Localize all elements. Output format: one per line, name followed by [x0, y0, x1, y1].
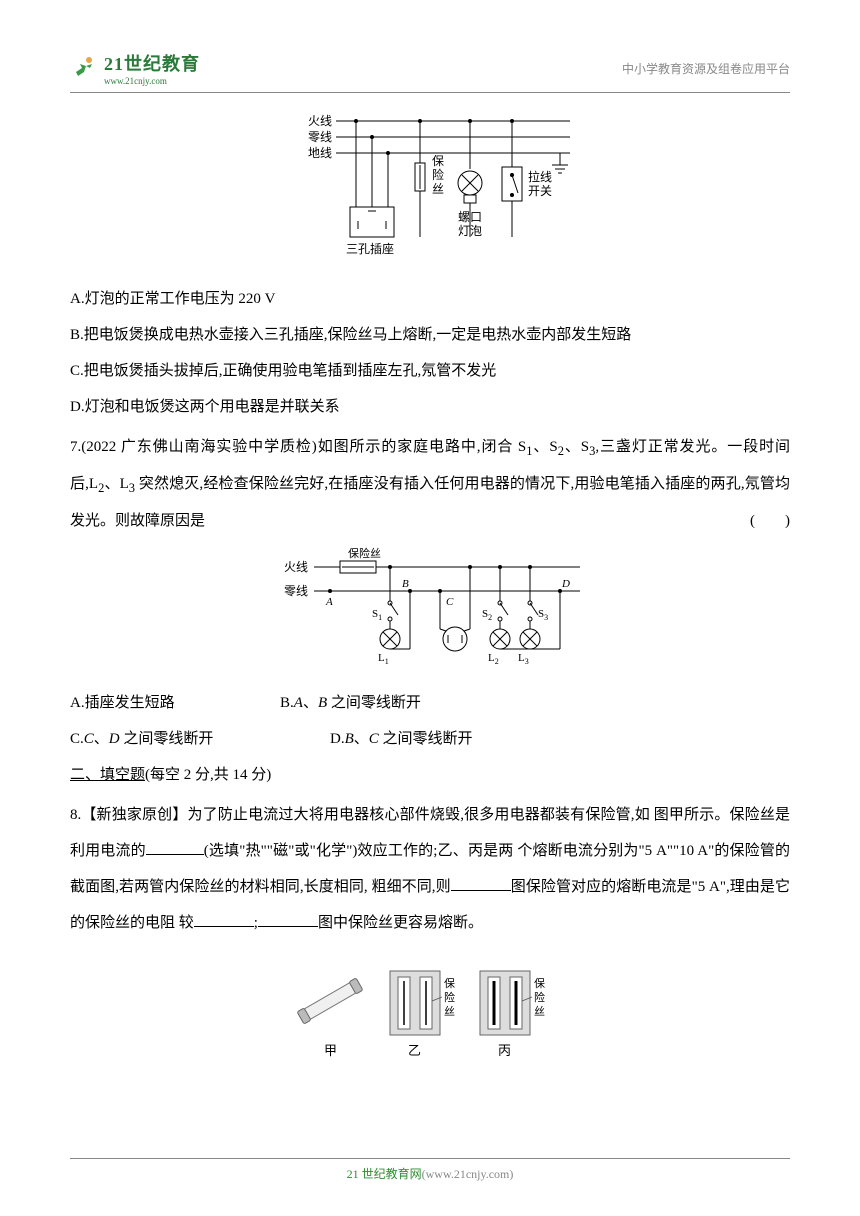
diagram-1: 火线 零线 地线 三孔插座 [70, 111, 790, 275]
content-area: 火线 零线 地线 三孔插座 [70, 111, 790, 1085]
logo-title: 21世纪教育 [104, 54, 200, 74]
d1-bulb-label-2: 灯泡 [458, 224, 482, 238]
q8-line-5a: 较 [179, 915, 194, 931]
q8-line-4a: 粗细不同,则 [372, 879, 451, 895]
q7-text: 7.(2022 广东佛山南海实验中学质检)如图所示的家庭电路中,闭合 S1、S2… [70, 429, 790, 539]
q8-text: 8.【新独家原创】为了防止电流过大将用电器核心部件烧毁,很多用电器都装有保险管,… [70, 797, 790, 941]
q7-option-c: C.C、D 之间零线断开 [70, 721, 280, 757]
d3-fuse-label-yi-2: 险 [444, 990, 455, 1004]
page-header: 21世纪教育 www.21cnjy.com 中小学教育资源及组卷应用平台 [70, 50, 790, 93]
d2-neutral-label: 零线 [284, 584, 308, 598]
d1-fuse-label-1: 保 [432, 154, 444, 168]
q7-opt-a-text: A.插座发生短路 [70, 695, 175, 711]
d2-S2: S2 [482, 608, 492, 622]
q7-sep-3: 、L [104, 476, 128, 492]
d2-S3: S3 [538, 608, 548, 622]
d3-fuse-label-yi-1: 保 [444, 976, 455, 990]
d2-L2: L2 [488, 652, 499, 665]
diagram-2: 保险丝 火线 零线 A B C D [70, 545, 790, 679]
q8-blank-1 [146, 839, 204, 856]
q7-answer-paren: ( ) [750, 503, 790, 539]
q8-blank-4 [258, 911, 318, 928]
q7-option-a: A.插座发生短路 [70, 685, 280, 721]
section-2-note: (每空 2 分,共 14 分) [145, 767, 271, 783]
logo-url: www.21cnjy.com [104, 76, 200, 86]
q8-blank-3 [194, 911, 254, 928]
d1-socket-label: 三孔插座 [346, 241, 394, 256]
d3-fuse-label-bing-3: 丝 [534, 1005, 545, 1018]
footer-url: (www.21cnjy.com) [422, 1167, 514, 1181]
d1-switch-label-1: 拉线 [528, 169, 552, 184]
section-2-title: 二、填空题(每空 2 分,共 14 分) [70, 757, 790, 793]
d3-yi: 乙 [408, 1043, 421, 1058]
q7-option-d: D.B、C 之间零线断开 [330, 721, 590, 757]
q6-option-a: A.灯泡的正常工作电压为 220 V [70, 281, 790, 317]
page-footer: 21 世纪教育网(www.21cnjy.com) [70, 1158, 790, 1182]
d2-L1: L1 [378, 652, 389, 665]
q7-option-b: B.A、B 之间零线断开 [280, 685, 540, 721]
d1-neutral-label: 零线 [308, 130, 332, 144]
runner-icon [70, 54, 98, 82]
d1-fuse-label-2: 险 [432, 167, 444, 182]
d2-A: A [325, 596, 333, 608]
logo: 21世纪教育 www.21cnjy.com [70, 50, 200, 86]
d2-L3: L3 [518, 652, 529, 665]
d1-ground-label: 地线 [308, 146, 332, 160]
d3-fuse-label-bing-1: 保 [534, 976, 545, 990]
q7-options: A.插座发生短路 B.A、B 之间零线断开 C.C、D 之间零线断开 D.B、C… [70, 685, 790, 757]
d1-fuse-label-3: 丝 [432, 182, 444, 196]
footer-text: 21 世纪教育网 [347, 1167, 422, 1181]
q7-sep-2: 、S [564, 439, 589, 455]
q8-line-2b: (选填"热""磁"或"化学")效应工作的;乙、丙是两 [204, 843, 514, 859]
d1-fire-label: 火线 [308, 114, 332, 128]
d2-B: B [402, 578, 409, 590]
d3-fuse-label-bing-2: 险 [534, 990, 545, 1004]
q7-part-3: 突然熄灭,经检查保险丝完好,在插座没有插入任何用电器的情况下,用验电笔插入插座的… [70, 476, 790, 529]
q7-part-1: 7.(2022 广东佛山南海实验中学质检)如图所示的家庭电路中,闭合 S [70, 439, 526, 455]
section-2-heading: 二、填空题 [70, 767, 145, 783]
d3-bing: 丙 [498, 1043, 511, 1058]
q8-blank-2 [451, 875, 511, 892]
d3-fuse-label-yi-3: 丝 [444, 1005, 455, 1018]
q6-option-b: B.把电饭煲换成电热水壶接入三孔插座,保险丝马上熔断,一定是电热水壶内部发生短路 [70, 317, 790, 353]
d1-bulb-label-1: 螺口 [458, 210, 482, 224]
logo-text-wrap: 21世纪教育 www.21cnjy.com [104, 50, 200, 86]
q6-option-d: D.灯泡和电饭煲这两个用电器是并联关系 [70, 389, 790, 425]
q7-sep-1: 、S [533, 439, 558, 455]
d2-fire-label: 火线 [284, 560, 308, 574]
d2-C: C [446, 596, 454, 608]
d2-fuse-label: 保险丝 [348, 546, 381, 560]
d2-D: D [561, 578, 570, 590]
d3-jia: 甲 [324, 1043, 337, 1058]
d1-switch-label-2: 开关 [528, 184, 552, 198]
diagram-3: 甲 乙 保 险 丝 丙 保 险 丝 [70, 951, 790, 1085]
q8-line-1: 8.【新独家原创】为了防止电流过大将用电器核心部件烧毁,很多用电器都装有保险管,… [70, 807, 650, 823]
header-subtitle: 中小学教育资源及组卷应用平台 [622, 60, 790, 77]
d2-S1: S1 [372, 608, 382, 622]
q6-option-c: C.把电饭煲插头拔掉后,正确使用验电笔插到插座左孔,氖管不发光 [70, 353, 790, 389]
q8-line-5c: 图中保险丝更容易熔断。 [318, 915, 483, 931]
